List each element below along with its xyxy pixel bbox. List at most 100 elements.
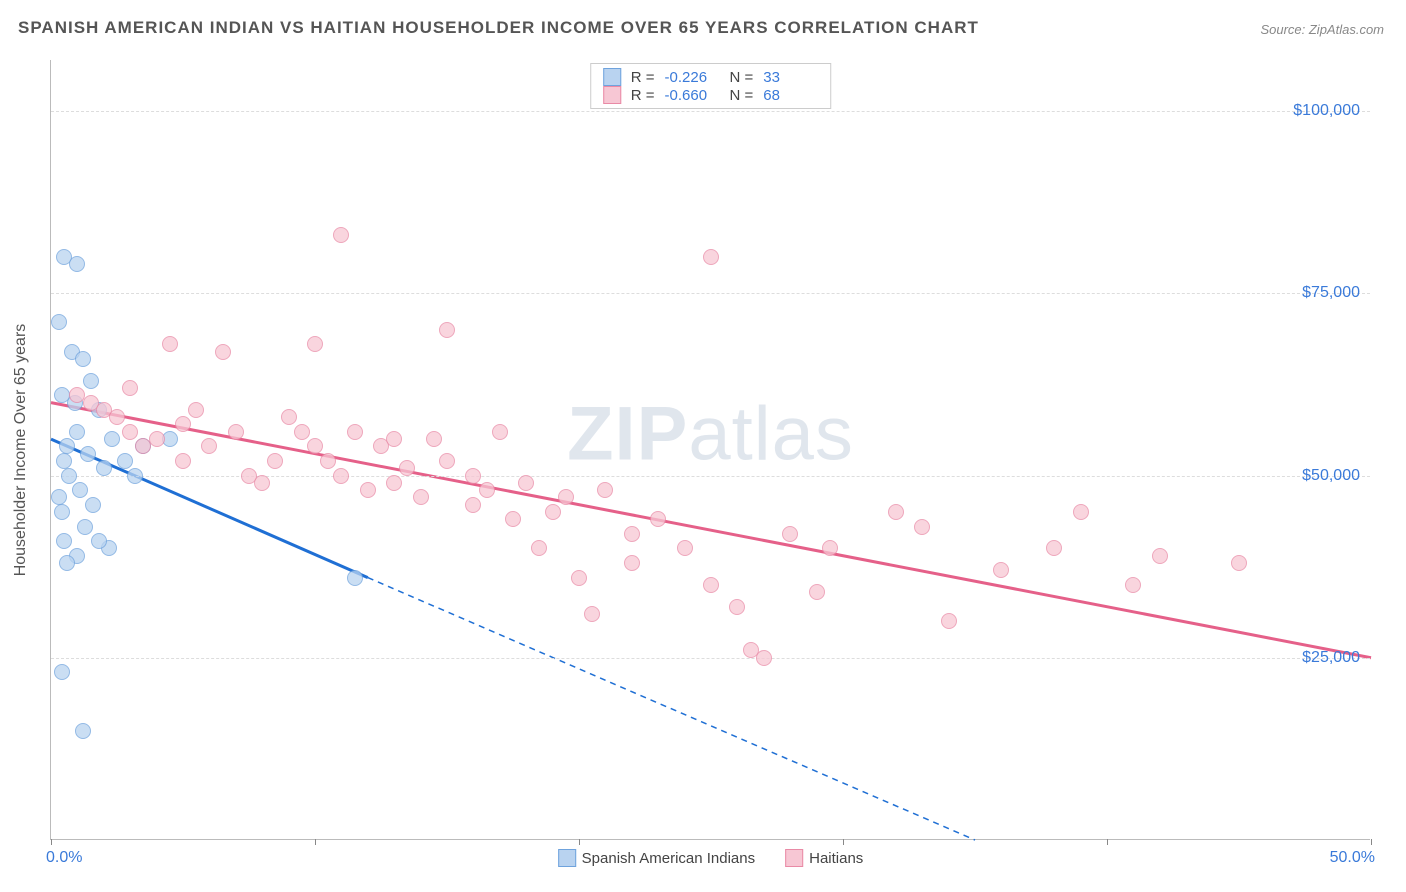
scatter-point	[518, 475, 534, 491]
r-label: R =	[631, 87, 655, 104]
scatter-point	[571, 570, 587, 586]
n-value: 68	[763, 87, 818, 104]
scatter-point	[333, 227, 349, 243]
scatter-point	[75, 351, 91, 367]
x-axis-end-label: 50.0%	[1330, 849, 1375, 867]
scatter-point	[72, 482, 88, 498]
scatter-point	[320, 453, 336, 469]
x-tick	[1107, 839, 1108, 845]
scatter-point	[492, 424, 508, 440]
legend-swatch	[603, 86, 621, 104]
scatter-point	[149, 431, 165, 447]
y-tick-label: $50,000	[1302, 467, 1360, 485]
scatter-point	[162, 336, 178, 352]
scatter-point	[888, 504, 904, 520]
trend-lines-layer	[51, 60, 1370, 839]
scatter-point	[993, 562, 1009, 578]
plot-area: Householder Income Over 65 years ZIPatla…	[50, 60, 1370, 840]
legend-label: Haitians	[809, 850, 863, 867]
scatter-point	[465, 497, 481, 513]
scatter-point	[75, 723, 91, 739]
scatter-point	[650, 511, 666, 527]
trend-line	[51, 403, 1371, 658]
scatter-point	[465, 468, 481, 484]
scatter-point	[941, 613, 957, 629]
scatter-point	[267, 453, 283, 469]
scatter-point	[703, 249, 719, 265]
n-label: N =	[730, 69, 754, 86]
y-tick-label: $75,000	[1302, 284, 1360, 302]
scatter-point	[54, 504, 70, 520]
scatter-point	[1046, 540, 1062, 556]
legend-label: Spanish American Indians	[582, 850, 755, 867]
scatter-point	[413, 489, 429, 505]
x-tick	[1371, 839, 1372, 845]
scatter-point	[809, 584, 825, 600]
scatter-point	[386, 431, 402, 447]
scatter-point	[439, 453, 455, 469]
legend-swatch	[603, 68, 621, 86]
x-tick	[315, 839, 316, 845]
scatter-point	[69, 424, 85, 440]
scatter-point	[117, 453, 133, 469]
scatter-point	[360, 482, 376, 498]
scatter-point	[201, 438, 217, 454]
scatter-point	[1125, 577, 1141, 593]
x-axis-start-label: 0.0%	[46, 849, 82, 867]
scatter-point	[59, 555, 75, 571]
x-tick	[579, 839, 580, 845]
scatter-point	[505, 511, 521, 527]
scatter-point	[479, 482, 495, 498]
gridline	[51, 658, 1370, 659]
scatter-point	[83, 373, 99, 389]
scatter-point	[677, 540, 693, 556]
stats-row: R = -0.226 N = 33	[603, 68, 819, 86]
stats-row: R =-0.660N =68	[603, 86, 819, 104]
scatter-point	[77, 519, 93, 535]
scatter-point	[175, 416, 191, 432]
scatter-point	[597, 482, 613, 498]
source-attribution: Source: ZipAtlas.com	[1260, 22, 1384, 37]
scatter-point	[426, 431, 442, 447]
scatter-point	[228, 424, 244, 440]
x-tick	[843, 839, 844, 845]
n-value: 33	[763, 69, 818, 86]
scatter-point	[624, 555, 640, 571]
scatter-point	[51, 489, 67, 505]
scatter-point	[307, 438, 323, 454]
r-label: R =	[631, 69, 655, 86]
y-tick-label: $25,000	[1302, 649, 1360, 667]
r-value: -0.226	[665, 69, 720, 86]
scatter-point	[104, 431, 120, 447]
scatter-point	[215, 344, 231, 360]
scatter-point	[175, 453, 191, 469]
trend-line-dashed	[368, 578, 975, 840]
stats-legend-box: R = -0.226 N = 33R = -0.660 N = 68	[590, 63, 832, 109]
scatter-point	[51, 314, 67, 330]
gridline	[51, 111, 1370, 112]
scatter-point	[59, 438, 75, 454]
scatter-point	[281, 409, 297, 425]
scatter-point	[914, 519, 930, 535]
scatter-point	[307, 336, 323, 352]
scatter-point	[333, 468, 349, 484]
scatter-point	[545, 504, 561, 520]
y-axis-title: Householder Income Over 65 years	[12, 323, 30, 576]
r-value: -0.660	[665, 87, 720, 104]
x-tick	[51, 839, 52, 845]
gridline	[51, 293, 1370, 294]
scatter-point	[69, 256, 85, 272]
scatter-point	[347, 424, 363, 440]
scatter-point	[61, 468, 77, 484]
scatter-point	[558, 489, 574, 505]
scatter-point	[294, 424, 310, 440]
series-legend: Spanish American Indians Haitians	[558, 849, 864, 867]
legend-swatch	[558, 849, 576, 867]
legend-item: Haitians	[785, 849, 863, 867]
scatter-point	[386, 475, 402, 491]
scatter-point	[399, 460, 415, 476]
scatter-point	[822, 540, 838, 556]
scatter-point	[54, 664, 70, 680]
y-tick-label: $100,000	[1293, 102, 1360, 120]
scatter-point	[439, 322, 455, 338]
